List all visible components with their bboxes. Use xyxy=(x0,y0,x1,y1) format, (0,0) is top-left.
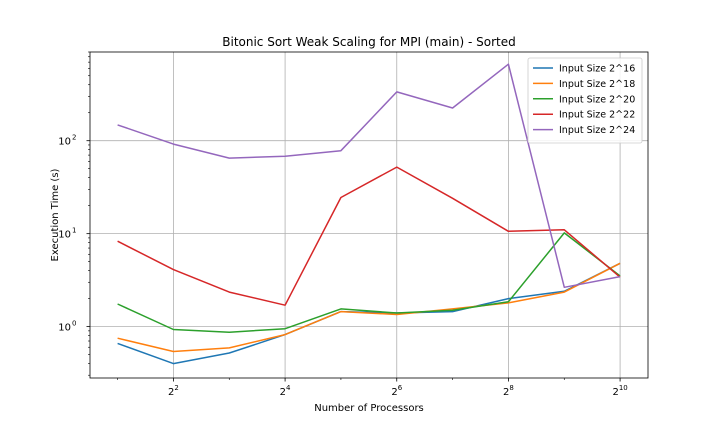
series-line-5 xyxy=(117,63,621,289)
x-tick-label: 24 xyxy=(280,384,291,398)
x-tick-label: 28 xyxy=(503,384,514,398)
y-tick-exponent: 2 xyxy=(72,134,76,142)
legend: Input Size 2^16 Input Size 2^18 Input Size… xyxy=(527,57,643,144)
legend-label-2: Input Size 2^18 xyxy=(559,79,635,90)
x-axis-label: Number of Processors xyxy=(314,403,424,414)
grid xyxy=(90,52,648,378)
y-axis-label: Execution Time (s) xyxy=(50,168,61,261)
series-line-2 xyxy=(117,262,621,353)
x-tick-label: 26 xyxy=(391,384,402,398)
chart-title: Bitonic Sort Weak Scaling for MPI (main)… xyxy=(222,35,515,49)
series-lines xyxy=(117,63,621,365)
y-tick-exponent: 0 xyxy=(72,320,76,328)
series-line-3 xyxy=(117,232,621,333)
x-tick-label: 22 xyxy=(168,384,179,398)
plot-frame xyxy=(89,51,649,379)
y-tick-exponent: 1 xyxy=(72,227,76,235)
x-tick-label: 210 xyxy=(612,384,627,398)
series-line-4 xyxy=(117,166,621,306)
y-tick-label: 10 xyxy=(58,137,71,148)
legend-label-3: Input Size 2^20 xyxy=(559,94,635,105)
legend-box xyxy=(527,57,643,144)
legend-label-5: Input Size 2^24 xyxy=(559,125,635,136)
legend-label-4: Input Size 2^22 xyxy=(559,110,635,121)
y-tick-label: 10 xyxy=(58,323,71,334)
legend-label-1: Input Size 2^16 xyxy=(559,64,635,75)
y-tick-label: 10 xyxy=(58,230,71,241)
